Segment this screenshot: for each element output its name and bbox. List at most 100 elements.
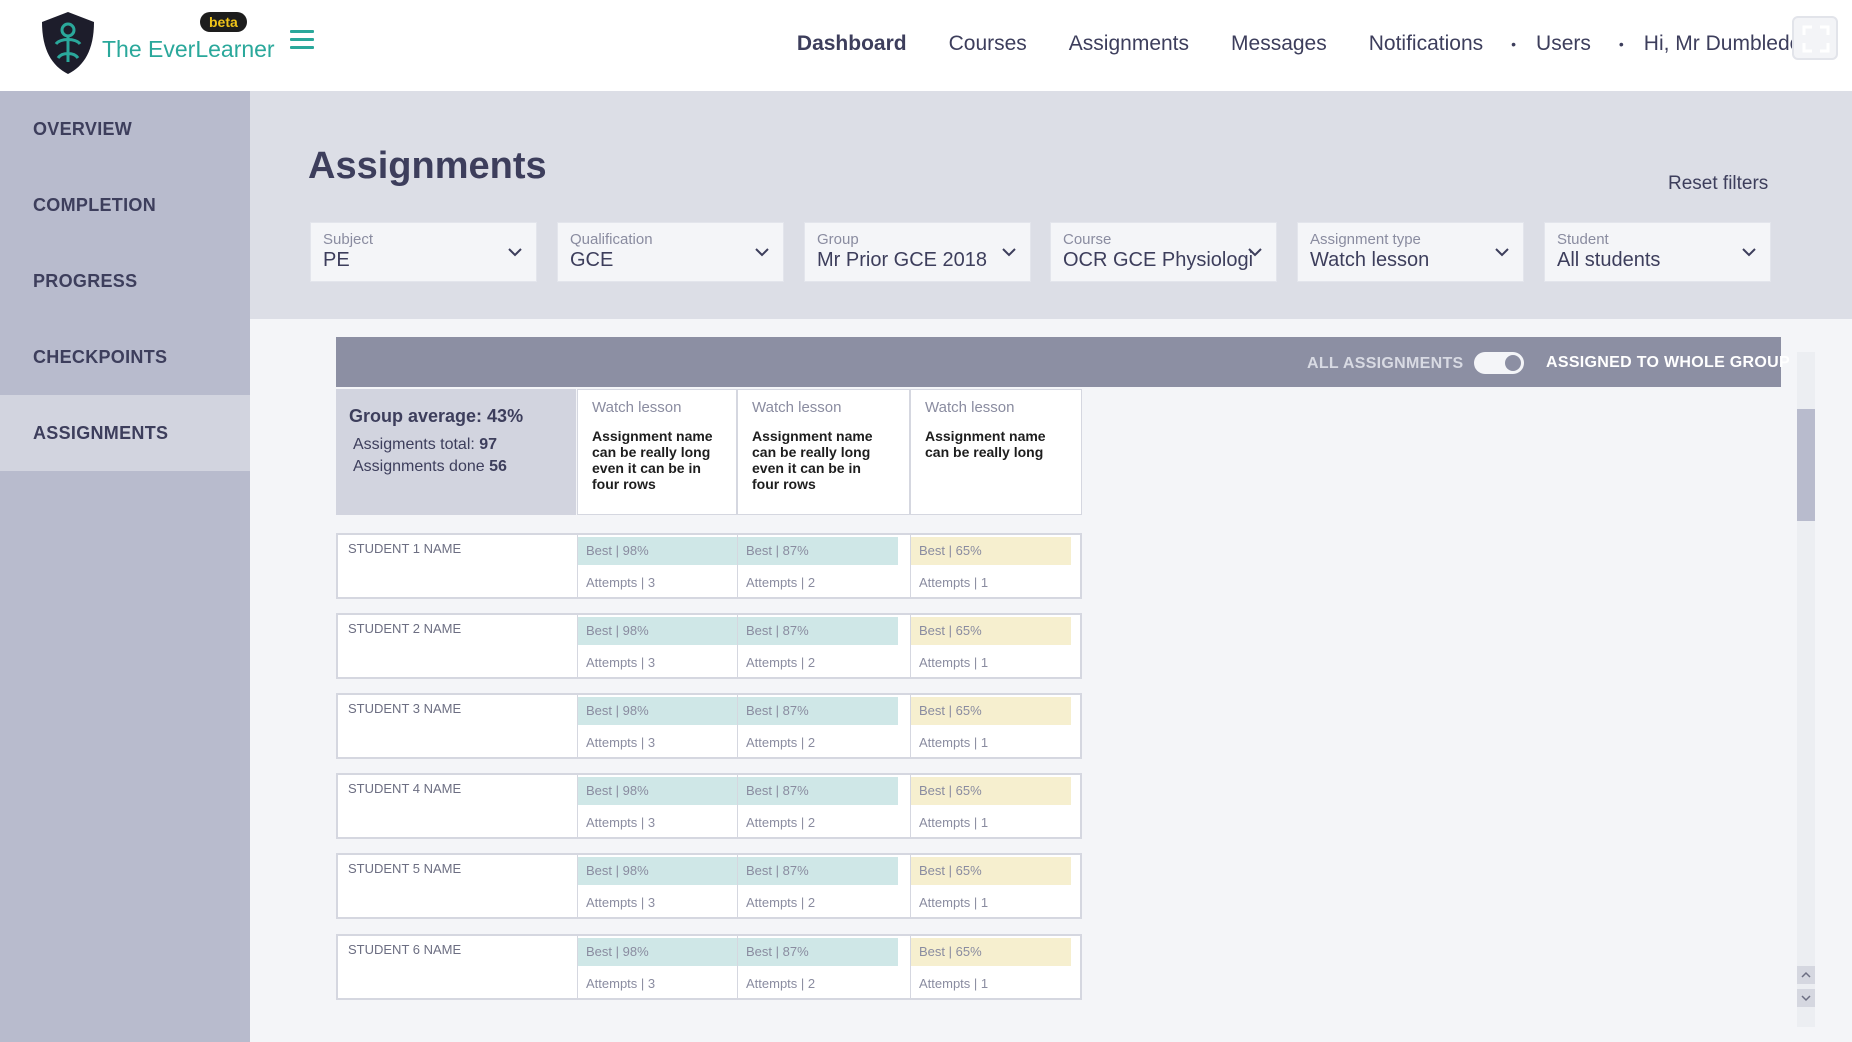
student-row[interactable]: STUDENT 2 NAME Best | 98% Attempts | 3 B… bbox=[336, 613, 1082, 679]
best-score-cell[interactable]: Best | 98% bbox=[578, 777, 737, 805]
divider bbox=[910, 775, 911, 837]
assignment-type-select[interactable]: Assignment type Watch lesson bbox=[1297, 222, 1524, 282]
divider bbox=[910, 615, 911, 677]
best-score-cell[interactable]: Best | 98% bbox=[578, 697, 737, 725]
best-score-cell[interactable]: Best | 87% bbox=[738, 857, 898, 885]
scrollbar-thumb[interactable] bbox=[1797, 409, 1815, 521]
divider bbox=[577, 535, 578, 597]
group-average: Group average: 43% bbox=[349, 406, 524, 426]
student-name: STUDENT 5 NAME bbox=[348, 861, 462, 876]
sidebar-item-overview[interactable]: OVERVIEW bbox=[33, 118, 133, 139]
student-name: STUDENT 3 NAME bbox=[348, 701, 462, 716]
divider bbox=[737, 695, 738, 757]
filter-label: Group bbox=[817, 231, 859, 248]
best-score-cell[interactable]: Best | 65% bbox=[911, 938, 1071, 966]
scroll-down-button[interactable] bbox=[1797, 989, 1815, 1007]
filter-panel bbox=[250, 91, 1852, 319]
assignment-type: Watch lesson bbox=[592, 399, 682, 416]
best-score-cell[interactable]: Best | 98% bbox=[578, 857, 737, 885]
best-score-cell[interactable]: Best | 98% bbox=[578, 938, 737, 966]
divider bbox=[910, 535, 911, 597]
chevron-down-icon bbox=[1742, 248, 1756, 257]
nav-users[interactable]: Users bbox=[1536, 32, 1591, 55]
chevron-down-icon bbox=[1495, 248, 1509, 257]
best-score-cell[interactable]: Best | 98% bbox=[578, 617, 737, 645]
best-score-cell[interactable]: Best | 65% bbox=[911, 777, 1071, 805]
divider bbox=[737, 936, 738, 998]
assignment-column-header[interactable]: Watch lesson Assignment name can be real… bbox=[910, 389, 1082, 515]
attempts-cell: Attempts | 3 bbox=[586, 575, 656, 590]
best-score-cell[interactable]: Best | 65% bbox=[911, 617, 1071, 645]
toggle-knob bbox=[1505, 355, 1521, 371]
assignment-type: Watch lesson bbox=[752, 399, 842, 416]
divider bbox=[577, 936, 578, 998]
filter-label: Course bbox=[1063, 231, 1112, 248]
filter-label: Qualification bbox=[570, 231, 653, 248]
divider bbox=[577, 695, 578, 757]
chevron-down-icon bbox=[1002, 248, 1016, 257]
best-score-cell[interactable]: Best | 98% bbox=[578, 537, 737, 565]
qualification-select[interactable]: Qualification GCE bbox=[557, 222, 784, 282]
student-row[interactable]: STUDENT 5 NAME Best | 98% Attempts | 3 B… bbox=[336, 853, 1082, 919]
top-navigation-bar: The EverLearner beta Dashboard Courses A… bbox=[0, 0, 1852, 91]
best-score-cell[interactable]: Best | 65% bbox=[911, 697, 1071, 725]
nav-courses[interactable]: Courses bbox=[948, 32, 1027, 55]
filter-value: GCE bbox=[570, 249, 614, 271]
attempts-cell: Attempts | 3 bbox=[586, 655, 656, 670]
main-nav: Dashboard Courses Assignments Messages N… bbox=[755, 32, 1820, 56]
nav-messages[interactable]: Messages bbox=[1231, 32, 1327, 55]
group-select[interactable]: Group Mr Prior GCE 2018 bbox=[804, 222, 1031, 282]
assignment-scope-toggle[interactable] bbox=[1474, 352, 1524, 374]
nav-notifications[interactable]: Notifications bbox=[1368, 32, 1484, 55]
all-assignments-label[interactable]: ALL ASSIGNMENTS bbox=[1307, 355, 1464, 372]
best-score-cell[interactable]: Best | 87% bbox=[738, 938, 898, 966]
best-score-cell[interactable]: Best | 87% bbox=[738, 617, 898, 645]
best-score-cell[interactable]: Best | 87% bbox=[738, 697, 898, 725]
best-score-cell[interactable]: Best | 65% bbox=[911, 537, 1071, 565]
reset-filters-link[interactable]: Reset filters bbox=[1668, 173, 1769, 194]
nav-assignments[interactable]: Assignments bbox=[1068, 32, 1190, 55]
nav-user-greeting[interactable]: Hi, Mr Dumbledore bbox=[1643, 32, 1820, 55]
nav-separator: • bbox=[1618, 36, 1624, 52]
subject-select[interactable]: Subject PE bbox=[310, 222, 537, 282]
filter-value: OCR GCE Physiologic bbox=[1063, 249, 1253, 271]
filter-label: Student bbox=[1557, 231, 1609, 248]
beta-badge: beta bbox=[200, 12, 247, 32]
assignment-name: Assignment name can be really long bbox=[925, 428, 1046, 460]
divider bbox=[910, 936, 911, 998]
attempts-cell: Attempts | 3 bbox=[586, 735, 656, 750]
sidebar-item-assignments[interactable]: ASSIGNMENTS bbox=[0, 395, 250, 471]
fullscreen-button[interactable] bbox=[1792, 16, 1838, 60]
group-summary: Group average: 43% Assigments total: 97 … bbox=[336, 389, 576, 515]
student-row[interactable]: STUDENT 1 NAME Best | 98% Attempts | 3 B… bbox=[336, 533, 1082, 599]
filter-value: Mr Prior GCE 2018 bbox=[817, 249, 988, 271]
best-score-cell[interactable]: Best | 87% bbox=[738, 777, 898, 805]
nav-dashboard[interactable]: Dashboard bbox=[796, 32, 907, 55]
course-select[interactable]: Course OCR GCE Physiologic bbox=[1050, 222, 1277, 282]
divider bbox=[910, 855, 911, 917]
scroll-up-button[interactable] bbox=[1797, 966, 1815, 984]
filter-value: All students bbox=[1557, 249, 1661, 271]
student-row[interactable]: STUDENT 4 NAME Best | 98% Attempts | 3 B… bbox=[336, 773, 1082, 839]
student-name: STUDENT 2 NAME bbox=[348, 621, 462, 636]
filter-label: Subject bbox=[323, 231, 374, 248]
sidebar-item-progress[interactable]: PROGRESS bbox=[33, 270, 138, 291]
brand-name[interactable]: The EverLearner bbox=[102, 36, 275, 62]
student-row[interactable]: STUDENT 3 NAME Best | 98% Attempts | 3 B… bbox=[336, 693, 1082, 759]
attempts-cell: Attempts | 2 bbox=[746, 976, 816, 991]
assigned-to-whole-group-label[interactable]: ASSIGNED TO WHOLE GROUP bbox=[1546, 354, 1790, 371]
chevron-down-icon bbox=[755, 248, 769, 257]
student-select[interactable]: Student All students bbox=[1544, 222, 1771, 282]
student-row[interactable]: STUDENT 6 NAME Best | 98% Attempts | 3 B… bbox=[336, 934, 1082, 1000]
best-score-cell[interactable]: Best | 65% bbox=[911, 857, 1071, 885]
hamburger-menu-icon[interactable] bbox=[290, 30, 314, 50]
assignment-column-header[interactable]: Watch lesson Assignment name can be real… bbox=[577, 389, 737, 515]
divider bbox=[737, 775, 738, 837]
best-score-cell[interactable]: Best | 87% bbox=[738, 537, 898, 565]
sidebar-item-checkpoints[interactable]: CHECKPOINTS bbox=[33, 346, 168, 367]
attempts-cell: Attempts | 1 bbox=[919, 895, 989, 910]
assignment-column-header[interactable]: Watch lesson Assignment name can be real… bbox=[737, 389, 910, 515]
sidebar: OVERVIEW COMPLETION PROGRESS CHECKPOINTS… bbox=[0, 91, 250, 1042]
attempts-cell: Attempts | 2 bbox=[746, 735, 816, 750]
sidebar-item-completion[interactable]: COMPLETION bbox=[33, 194, 156, 215]
